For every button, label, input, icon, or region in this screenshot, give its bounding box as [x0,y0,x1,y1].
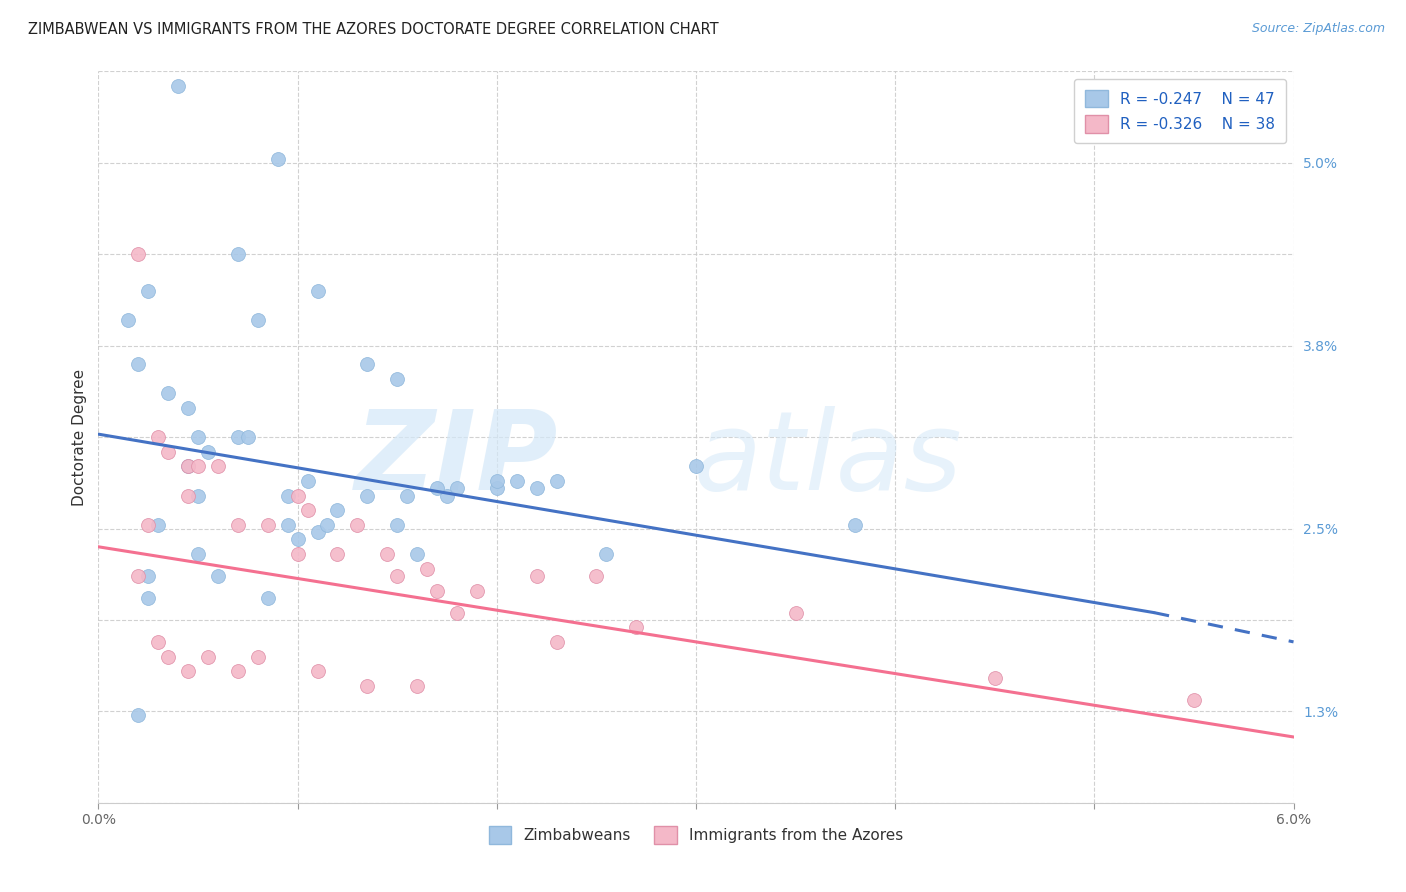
Point [136,517,159,532]
Point [326,503,349,517]
Point [595,547,617,561]
Point [148,430,170,444]
Point [307,525,329,540]
Point [127,708,149,723]
Point [375,547,398,561]
Point [127,357,149,371]
Point [136,591,159,605]
Point [226,430,249,444]
Point [326,547,349,561]
Point [356,489,378,503]
Point [136,284,159,298]
Point [506,474,529,488]
Point [307,664,329,678]
Point [148,517,170,532]
Point [256,591,278,605]
Y-axis label: Doctorate Degree: Doctorate Degree [72,368,87,506]
Text: Source: ZipAtlas.com: Source: ZipAtlas.com [1251,22,1385,36]
Point [307,284,329,298]
Point [187,547,209,561]
Point [1182,693,1205,707]
Point [356,679,378,693]
Point [485,474,508,488]
Point [685,459,707,474]
Point [426,583,449,598]
Point [385,517,409,532]
Point [526,481,548,495]
Point [546,474,568,488]
Point [187,430,209,444]
Point [287,533,309,547]
Point [297,474,319,488]
Point [226,664,249,678]
Point [207,569,229,583]
Point [346,517,368,532]
Point [406,547,429,561]
Point [277,517,299,532]
Point [385,569,409,583]
Point [177,459,200,474]
Point [436,489,458,503]
Point [177,459,200,474]
Point [426,481,449,495]
Point [406,679,429,693]
Point [197,444,219,458]
Point [267,152,290,166]
Point [546,635,568,649]
Point [127,247,149,261]
Point [984,672,1007,686]
Point [246,313,269,327]
Point [167,78,190,93]
Point [356,357,378,371]
Point [177,489,200,503]
Point [136,569,159,583]
Point [157,386,180,401]
Point [127,569,149,583]
Point [385,371,409,385]
Point [626,620,648,634]
Point [287,489,309,503]
Point [157,649,180,664]
Text: ZIMBABWEAN VS IMMIGRANTS FROM THE AZORES DOCTORATE DEGREE CORRELATION CHART: ZIMBABWEAN VS IMMIGRANTS FROM THE AZORES… [28,22,718,37]
Point [207,459,229,474]
Text: ZIP: ZIP [356,406,558,513]
Point [287,547,309,561]
Point [226,517,249,532]
Point [585,569,607,583]
Legend: Zimbabweans, Immigrants from the Azores: Zimbabweans, Immigrants from the Azores [482,820,910,850]
Point [236,430,259,444]
Text: atlas: atlas [693,406,962,513]
Point [226,247,249,261]
Point [297,503,319,517]
Point [197,649,219,664]
Point [187,489,209,503]
Point [246,649,269,664]
Point [844,517,866,532]
Point [157,444,180,458]
Point [446,606,468,620]
Point [277,489,299,503]
Point [148,635,170,649]
Point [416,562,439,576]
Point [177,401,200,415]
Point [465,583,488,598]
Point [785,606,807,620]
Point [187,459,209,474]
Point [526,569,548,583]
Point [485,481,508,495]
Point [316,517,339,532]
Point [446,481,468,495]
Point [396,489,419,503]
Point [256,517,278,532]
Point [117,313,139,327]
Point [177,664,200,678]
